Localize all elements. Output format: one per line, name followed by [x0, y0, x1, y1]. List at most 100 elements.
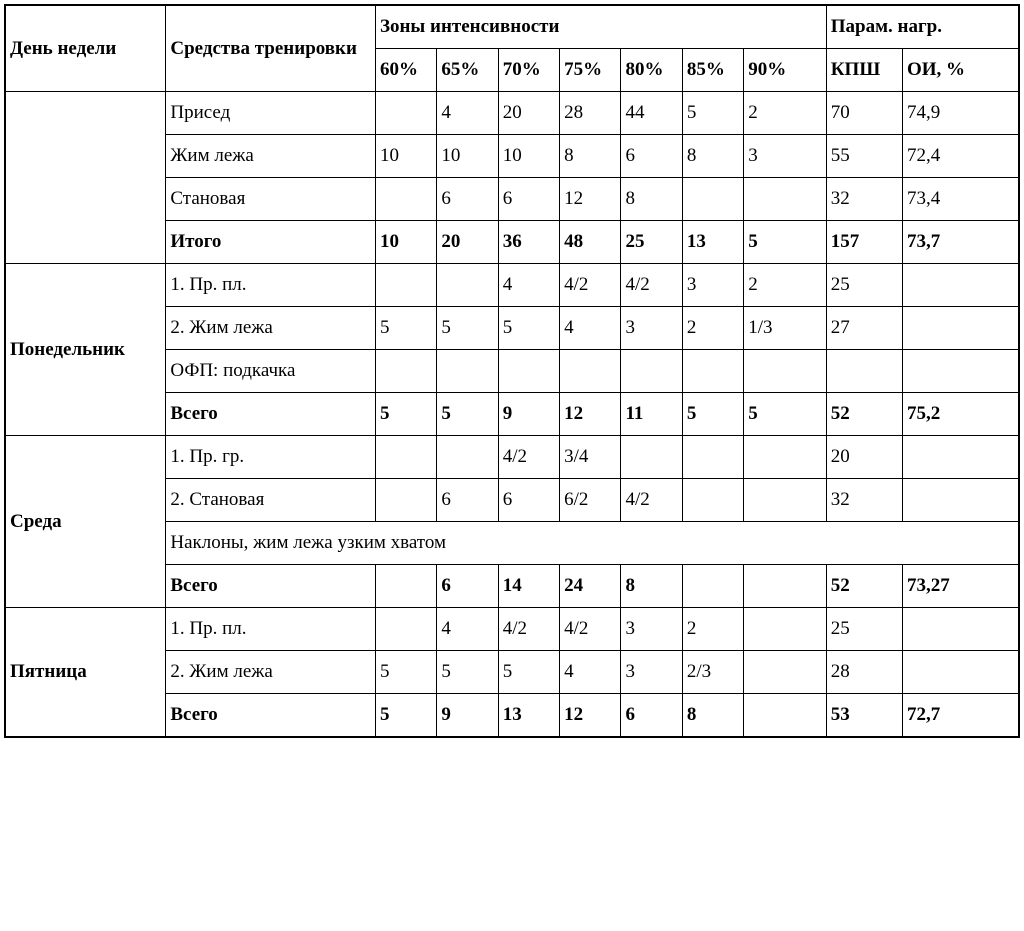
zone-cell: 4/2 [498, 436, 559, 479]
zone-cell [375, 436, 436, 479]
zone-cell: 5 [682, 393, 743, 436]
full-span-note: Наклоны, жим лежа узким хватом [166, 522, 1019, 565]
zone-cell: 4 [437, 92, 498, 135]
zone-cell: 8 [621, 565, 682, 608]
zone-cell: 24 [560, 565, 621, 608]
day-cell [5, 92, 166, 264]
col-day: День недели [5, 5, 166, 92]
zone-cell: 2 [744, 92, 827, 135]
zone-cell: 6 [437, 565, 498, 608]
kpsh-cell: 53 [826, 694, 902, 738]
zone-cell: 11 [621, 393, 682, 436]
col-zone-90: 90% [744, 49, 827, 92]
means-cell: Итого [166, 221, 376, 264]
kpsh-cell: 25 [826, 264, 902, 307]
zone-cell [375, 92, 436, 135]
means-cell: 1. Пр. пл. [166, 608, 376, 651]
zone-cell: 6 [437, 479, 498, 522]
col-zone-75: 75% [560, 49, 621, 92]
zone-cell [375, 608, 436, 651]
zone-cell: 2/3 [682, 651, 743, 694]
zone-cell: 3 [621, 608, 682, 651]
means-cell: Жим лежа [166, 135, 376, 178]
zone-cell [498, 350, 559, 393]
oi-cell [902, 307, 1019, 350]
means-cell: 2. Жим лежа [166, 307, 376, 350]
zone-cell: 44 [621, 92, 682, 135]
zone-cell [744, 651, 827, 694]
oi-cell [902, 651, 1019, 694]
kpsh-cell: 28 [826, 651, 902, 694]
means-cell: 2. Жим лежа [166, 651, 376, 694]
zone-cell: 4/2 [560, 264, 621, 307]
zone-cell: 5 [437, 651, 498, 694]
zone-cell: 12 [560, 393, 621, 436]
kpsh-cell: 20 [826, 436, 902, 479]
zone-cell: 5 [375, 393, 436, 436]
zone-cell: 13 [682, 221, 743, 264]
zone-cell: 9 [498, 393, 559, 436]
col-kpsh: КПШ [826, 49, 902, 92]
col-params-group: Парам. нагр. [826, 5, 1019, 49]
zone-cell: 48 [560, 221, 621, 264]
zone-cell [744, 436, 827, 479]
oi-cell [902, 479, 1019, 522]
oi-cell: 75,2 [902, 393, 1019, 436]
zone-cell: 4 [560, 307, 621, 350]
zone-cell: 28 [560, 92, 621, 135]
zone-cell: 5 [437, 307, 498, 350]
table-row: Понедельник1. Пр. пл.44/24/23225 [5, 264, 1019, 307]
zone-cell: 4/2 [560, 608, 621, 651]
zone-cell: 4/2 [621, 264, 682, 307]
kpsh-cell: 52 [826, 393, 902, 436]
means-cell: 2. Становая [166, 479, 376, 522]
col-zone-60: 60% [375, 49, 436, 92]
oi-cell: 72,4 [902, 135, 1019, 178]
zone-cell: 5 [375, 651, 436, 694]
zone-cell [744, 178, 827, 221]
kpsh-cell: 52 [826, 565, 902, 608]
oi-cell: 72,7 [902, 694, 1019, 738]
zone-cell: 5 [375, 694, 436, 738]
zone-cell: 8 [560, 135, 621, 178]
oi-cell [902, 264, 1019, 307]
col-means: Средства тренировки [166, 5, 376, 92]
kpsh-cell: 55 [826, 135, 902, 178]
zone-cell: 4 [437, 608, 498, 651]
zone-cell: 14 [498, 565, 559, 608]
zone-cell: 10 [375, 135, 436, 178]
day-cell: Среда [5, 436, 166, 608]
zone-cell: 20 [498, 92, 559, 135]
day-cell: Понедельник [5, 264, 166, 436]
zone-cell: 5 [375, 307, 436, 350]
zone-cell [560, 350, 621, 393]
kpsh-cell [826, 350, 902, 393]
zone-cell [682, 436, 743, 479]
zone-cell: 8 [682, 135, 743, 178]
zone-cell: 6 [498, 178, 559, 221]
zone-cell: 2 [682, 608, 743, 651]
means-cell: ОФП: подкачка [166, 350, 376, 393]
zone-cell: 12 [560, 178, 621, 221]
zone-cell: 10 [437, 135, 498, 178]
zone-cell [682, 178, 743, 221]
zone-cell: 36 [498, 221, 559, 264]
zone-cell: 9 [437, 694, 498, 738]
zone-cell: 8 [682, 694, 743, 738]
zone-cell [744, 565, 827, 608]
zone-cell: 5 [498, 307, 559, 350]
kpsh-cell: 32 [826, 479, 902, 522]
zone-cell: 2 [744, 264, 827, 307]
zone-cell [682, 479, 743, 522]
zone-cell: 13 [498, 694, 559, 738]
table-row: Среда1. Пр. гр.4/23/420 [5, 436, 1019, 479]
zone-cell [437, 350, 498, 393]
zone-cell: 5 [498, 651, 559, 694]
zone-cell: 6/2 [560, 479, 621, 522]
zone-cell [437, 436, 498, 479]
col-zone-85: 85% [682, 49, 743, 92]
zone-cell [682, 350, 743, 393]
zone-cell: 20 [437, 221, 498, 264]
zone-cell [621, 350, 682, 393]
zone-cell [744, 479, 827, 522]
